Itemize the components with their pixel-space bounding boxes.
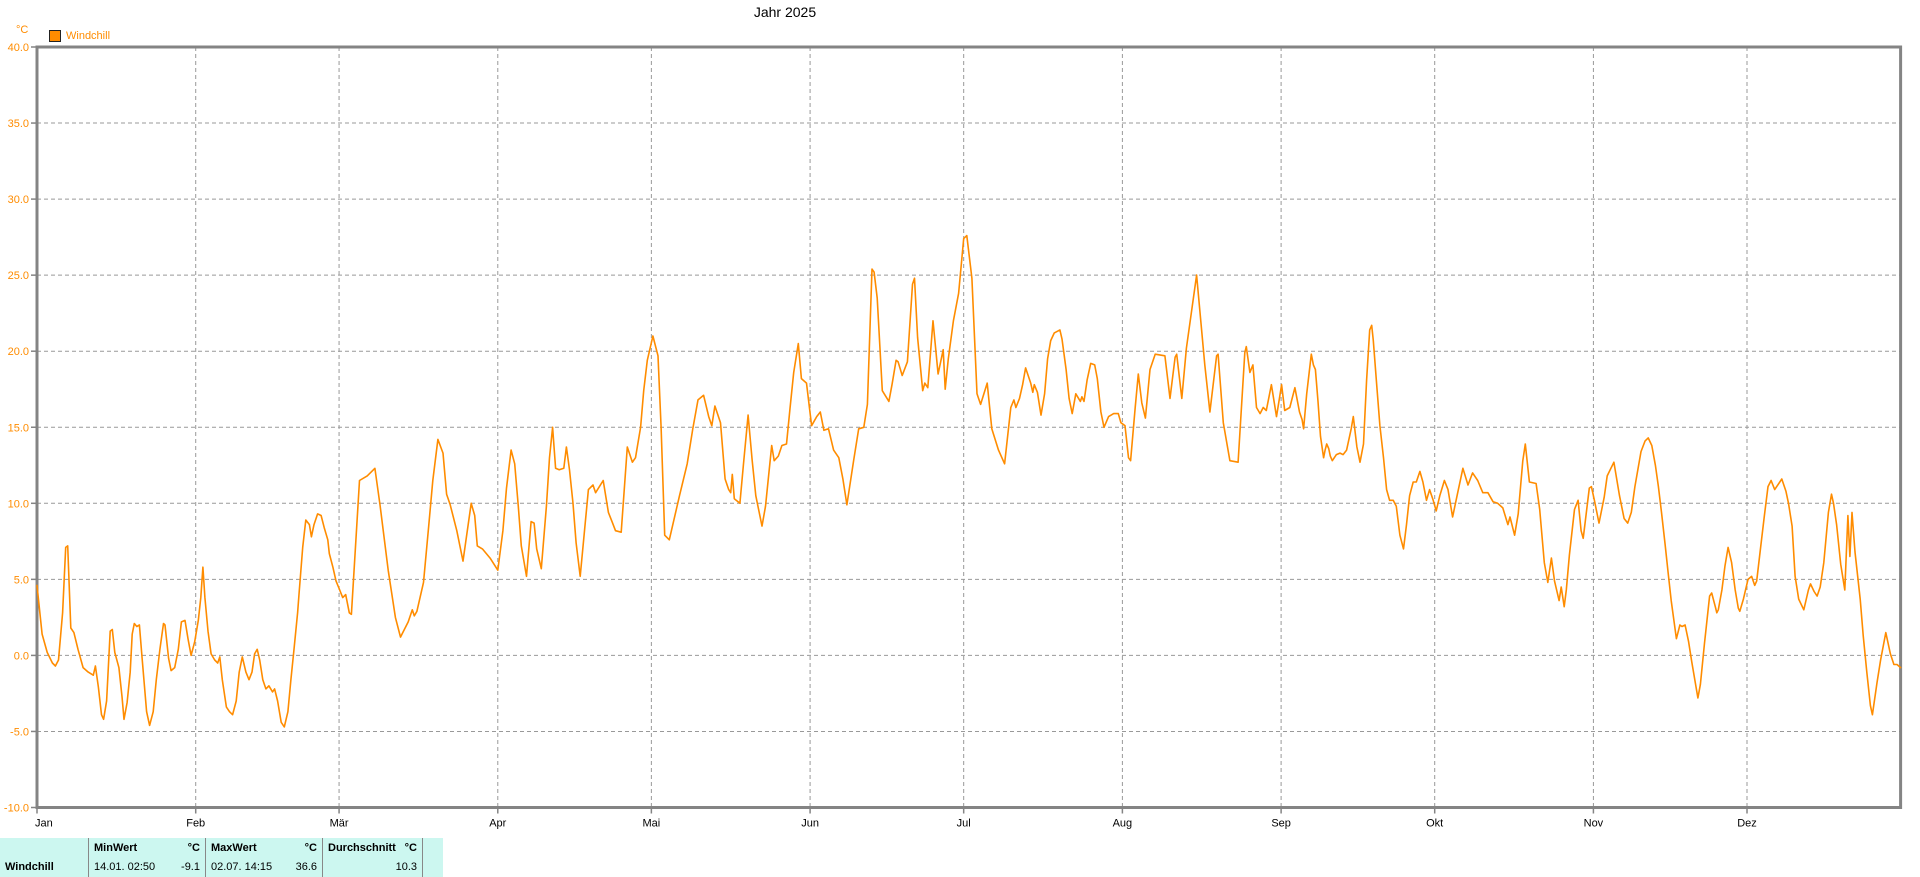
stats-spacer-bottom [423, 858, 443, 877]
stats-col-maxwert: MaxWert °C 02.07. 14:15 36.6 [206, 838, 323, 877]
stats-col-durchschnitt: Durchschnitt °C 10.3 [323, 838, 423, 877]
month-label: Feb [186, 818, 205, 830]
y-tick-label: 35.0 [8, 118, 29, 130]
stats-col-minwert: MinWert °C 14.01. 02:50 -9.1 [89, 838, 206, 877]
stats-table: Windchill MinWert °C 14.01. 02:50 -9.1 M… [0, 838, 443, 877]
y-tick-label: 15.0 [8, 422, 29, 434]
stats-spacer-top [423, 838, 443, 858]
month-label: Jul [957, 818, 971, 830]
y-tick-label: 0.0 [14, 650, 29, 662]
minwert-header-unit: °C [187, 841, 200, 854]
y-tick-label: 5.0 [14, 574, 29, 586]
legend-swatch-icon [49, 30, 61, 42]
month-label: Mär [330, 818, 349, 830]
month-label: Okt [1426, 818, 1443, 830]
minwert-date: 14.01. 02:50 [94, 861, 156, 874]
durchschnitt-header-label: Durchschnitt [328, 841, 396, 854]
month-label: Jan [35, 818, 53, 830]
windchill-year-chart: 40.0 35.0 30.0 25.0 20.0 15.0 10.0 5.0 0.0 -5.0 -1… [4, 42, 1903, 830]
month-label: Dez [1737, 818, 1757, 830]
month-label: Sep [1271, 818, 1291, 830]
maxwert-value: 36.6 [295, 861, 317, 874]
y-tick-label: -10.0 [4, 803, 29, 815]
y-tick-label: 20.0 [8, 346, 29, 358]
month-label: Nov [1584, 818, 1604, 830]
y-tick-label: -5.0 [10, 726, 29, 738]
y-tick-label: 10.0 [8, 498, 29, 510]
legend: Windchill [49, 30, 110, 42]
chart-canvas: 40.0 35.0 30.0 25.0 20.0 15.0 10.0 5.0 0.0 -5.0 -1… [4, 42, 1903, 830]
month-label: Mai [643, 818, 661, 830]
stats-header-empty [0, 838, 88, 858]
stats-col-spacer [423, 838, 443, 877]
stats-value-maxwert: 02.07. 14:15 36.6 [206, 858, 322, 877]
minwert-header-label: MinWert [94, 841, 138, 854]
maxwert-header-unit: °C [304, 841, 317, 854]
stats-value-durchschnitt: 10.3 [323, 858, 422, 877]
stats-value-minwert: 14.01. 02:50 -9.1 [89, 858, 205, 877]
legend-label: Windchill [66, 30, 111, 42]
plot-frame [35, 45, 1903, 809]
stats-header-durchschnitt: Durchschnitt °C [323, 838, 422, 858]
month-label: Aug [1113, 818, 1133, 830]
maxwert-header-label: MaxWert [211, 841, 257, 854]
stats-series-label: Windchill [5, 861, 54, 874]
y-tick-label: 30.0 [8, 194, 29, 206]
maxwert-date: 02.07. 14:15 [211, 861, 273, 874]
minwert-value: -9.1 [181, 861, 200, 874]
y-tick-label: 25.0 [8, 270, 29, 282]
page-title: Jahr 2025 [753, 4, 817, 20]
stats-col-series: Windchill [0, 838, 89, 877]
durchschnitt-header-unit: °C [404, 841, 417, 854]
windchill-line-series [36, 234, 1902, 728]
y-axis-unit-label: °C [16, 24, 29, 36]
durchschnitt-value: 10.3 [395, 861, 417, 874]
stats-header-maxwert: MaxWert °C [206, 838, 322, 858]
stats-header-minwert: MinWert °C [89, 838, 205, 858]
month-label: Jun [801, 818, 819, 830]
month-label: Apr [489, 818, 506, 830]
y-tick-label: 40.0 [8, 42, 29, 54]
